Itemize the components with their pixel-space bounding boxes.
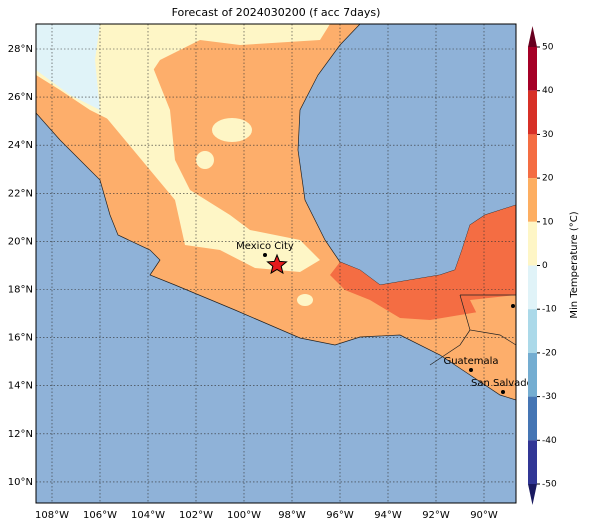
lat-label: 20°N [8,236,33,247]
city-dot [501,390,505,394]
city-dot [263,253,267,257]
colorbar-band [528,47,537,91]
colorbar-band [528,440,537,484]
lat-label: 16°N [8,333,33,344]
lon-label: 94°W [374,510,402,521]
colorbar-tick-label: 20 [542,174,554,184]
colorbar-tick-label: 40 [542,86,554,96]
lat-label: 24°N [8,140,33,151]
lon-label: 90°W [470,510,498,521]
land-inner [470,295,516,340]
lon-label: 96°W [326,510,354,521]
lat-label: 28°N [8,44,33,55]
lon-label: 100°W [227,510,261,521]
graticule [36,24,516,503]
colorbar-tick-label: -30 [542,392,557,402]
colorbar-tick-label: -20 [542,348,557,358]
lon-label: 98°W [278,510,306,521]
title: Forecast of 2024030200 (f acc 7days) [172,6,381,19]
city-label: Mexico City [236,241,294,252]
colorbar-tick-label: 0 [542,261,548,271]
colorbar-extend [528,484,537,505]
city-label: San Salvador [471,378,538,389]
forecast-point [266,253,288,275]
colorbar-band [528,309,537,353]
colorbar-tick-label: -50 [542,480,557,490]
lat-label: 26°N [8,92,33,103]
lon-label: 102°W [179,510,213,521]
lat-label: 14°N [8,381,33,392]
colorbar-label: Min Temperature (°C) [569,211,580,318]
city-dot [511,304,515,308]
lon-label: 108°W [35,510,69,521]
colorbar-band [528,352,537,397]
colorbar-tick-label: -40 [542,436,557,446]
map-area [36,24,516,503]
colorbar-tick-label: 50 [542,43,554,53]
colorbar-band [528,90,537,135]
city-dot [469,368,473,372]
border [429,329,471,366]
border [459,294,516,346]
colorbar-band [528,221,537,266]
colorbar-tick-label: 10 [542,217,554,227]
city-label: Guatemala [443,356,498,367]
map-frame [35,23,517,504]
colorbar-band [528,265,537,310]
colorbar-band [528,178,537,222]
lat-label: 12°N [8,429,33,440]
colorbar: 50 40 30 20 10 0 -10 -20 -30 -40 -50 [528,43,557,490]
lon-label: 92°W [422,510,450,521]
colorbar-band [528,396,537,441]
warm-zones [330,205,516,320]
colorbar-tick-label: -10 [542,305,557,315]
lat-label: 10°N [8,477,33,488]
lat-label: 18°N [8,285,33,296]
colorbar-extend [528,26,537,47]
lon-label: 106°W [83,510,117,521]
colorbar-tick-label: 30 [542,130,554,140]
lat-label: 22°N [8,188,33,199]
lon-label: 104°W [131,510,165,521]
colorbar-band [528,134,537,179]
cool-zones [36,24,330,306]
